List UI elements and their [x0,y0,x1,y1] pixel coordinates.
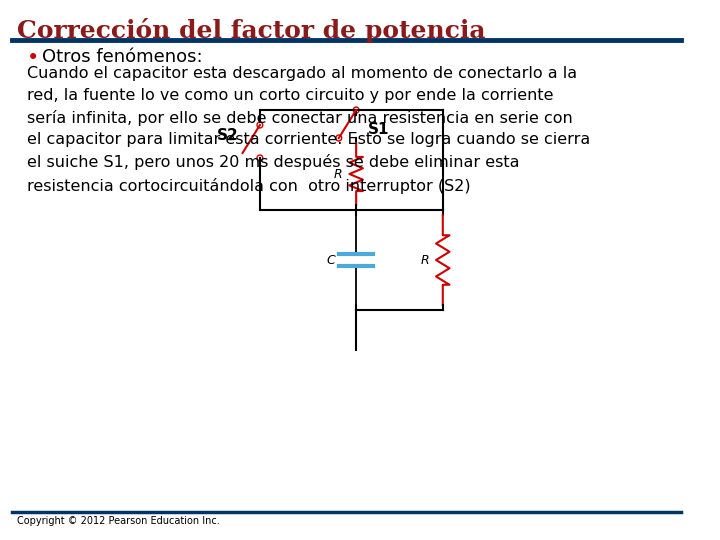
Text: Corrección del factor de potencia: Corrección del factor de potencia [17,18,486,43]
Text: S2: S2 [217,127,238,143]
Text: Copyright © 2012 Pearson Education Inc.: Copyright © 2012 Pearson Education Inc. [17,516,220,526]
Text: R: R [420,253,429,267]
Text: •: • [27,48,39,68]
Text: S1: S1 [368,123,390,138]
Text: C: C [326,253,335,267]
Text: Otros fenómenos:: Otros fenómenos: [42,48,203,66]
Text: R: R [334,167,343,180]
Text: Cuando el capacitor esta descargado al momento de conectarlo a la
red, la fuente: Cuando el capacitor esta descargado al m… [27,66,590,194]
